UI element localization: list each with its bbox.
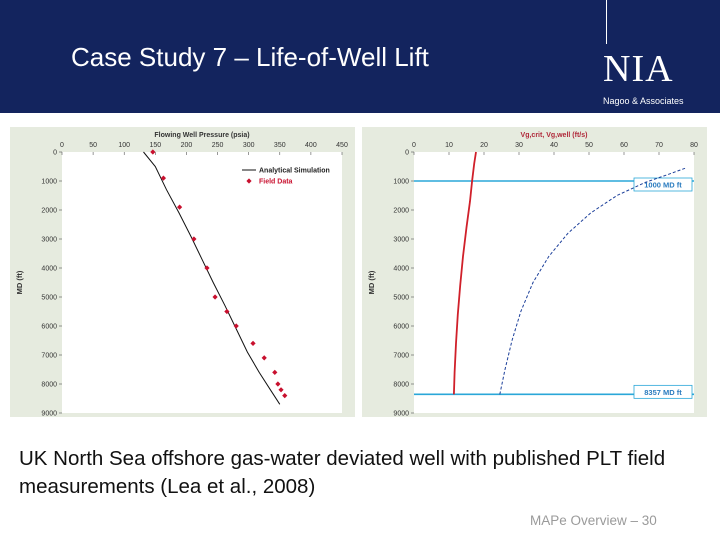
x-tick-label: 100 xyxy=(118,142,130,149)
y-tick-label: 4000 xyxy=(393,266,409,273)
logo-subtitle: Nagoo & Associates xyxy=(603,96,684,106)
y-tick-label: 4000 xyxy=(41,266,57,273)
y-tick-label: 5000 xyxy=(41,295,57,302)
pressure-chart-panel: Flowing Well Pressure (psia) 0 50 100 150 200… xyxy=(10,127,355,417)
field-data-point xyxy=(261,355,267,361)
field-data-point xyxy=(204,265,210,271)
y-tick-label: 0 xyxy=(405,150,409,157)
velocity-chart: Vg,crit, Vg,well (ft/s) 0 10 20 30 40 50 60 70 80… xyxy=(367,132,698,418)
field-data-point xyxy=(191,236,197,242)
plot-area xyxy=(62,152,342,413)
series-line-analytical-simulation xyxy=(143,151,281,405)
x-tick-label: 20 xyxy=(480,142,488,149)
pressure-chart: Flowing Well Pressure (psia) 0 50 100 150 200… xyxy=(15,132,348,418)
x-tick-label: 400 xyxy=(305,142,317,149)
x-tick-label: 450 xyxy=(336,142,348,149)
y-tick-label: 2000 xyxy=(41,208,57,215)
reference-label-box xyxy=(633,384,693,399)
chart-title: Vg,crit, Vg,well (ft/s) xyxy=(521,132,588,139)
field-data-point xyxy=(150,149,156,155)
y-tick-label: 9000 xyxy=(393,411,409,418)
x-tick-label: 0 xyxy=(412,142,416,149)
y-tick-label: 6000 xyxy=(393,324,409,331)
y-tick-label: 2000 xyxy=(393,208,409,215)
field-data-point xyxy=(224,308,230,315)
y-tick-label: 6000 xyxy=(41,324,57,331)
field-data-point xyxy=(212,294,218,300)
y-axis-label: MD (ft) xyxy=(15,270,24,294)
y-tick-label: 3000 xyxy=(393,237,409,244)
y-tick-label: 7000 xyxy=(41,353,57,360)
legend-entry: Analytical Simulation xyxy=(259,168,330,175)
x-tick-label: 200 xyxy=(181,142,193,149)
logo-divider xyxy=(606,0,607,44)
reference-line-label: 8357 MD ft xyxy=(644,388,682,397)
field-data-point xyxy=(275,381,281,387)
x-tick-label: 70 xyxy=(655,142,663,149)
x-tick-label: 30 xyxy=(515,142,523,149)
slide-footer: MAPe Overview – 30 xyxy=(530,513,657,528)
y-tick-label: 3000 xyxy=(41,237,57,244)
y-tick-label: 9000 xyxy=(41,411,57,418)
y-tick-label: 8000 xyxy=(393,382,409,389)
series-line-vg-well xyxy=(499,167,686,395)
nia-logo: NIA xyxy=(603,48,674,90)
x-tick-label: 50 xyxy=(585,142,593,149)
field-data-point xyxy=(278,387,284,393)
y-tick-label: 1000 xyxy=(393,179,409,186)
x-tick-label: 40 xyxy=(550,142,558,149)
x-tick-label: 10 xyxy=(445,142,453,149)
y-tick-label: 5000 xyxy=(393,295,409,302)
y-tick-label: 8000 xyxy=(41,382,57,389)
x-tick-label: 250 xyxy=(212,142,224,149)
x-tick-label: 80 xyxy=(690,142,698,149)
y-tick-label: 7000 xyxy=(393,353,409,360)
legend-entry: Field Data xyxy=(259,179,293,186)
field-data-point xyxy=(233,323,239,329)
slide-caption: UK North Sea offshore gas-water deviated… xyxy=(19,447,666,498)
x-tick-label: 60 xyxy=(620,142,628,149)
x-tick-label: 50 xyxy=(89,142,97,149)
legend-marker-swatch xyxy=(246,178,252,184)
field-data-point xyxy=(177,204,183,210)
y-axis-label: MD (ft) xyxy=(367,270,376,294)
series-line-vg-crit xyxy=(453,151,477,395)
reference-label-box xyxy=(633,177,693,192)
x-tick-label: 150 xyxy=(149,142,161,149)
reference-line-label: 1000 MD ft xyxy=(644,181,682,190)
x-tick-label: 0 xyxy=(60,142,64,149)
velocity-chart-panel: Vg,crit, Vg,well (ft/s) 0 10 20 30 40 50 60 70 80… xyxy=(362,127,707,417)
title-banner: Case Study 7 – Life-of-Well Lift NIA Nag… xyxy=(0,0,720,113)
slide-title: Case Study 7 – Life-of-Well Lift xyxy=(71,42,429,72)
field-data-point xyxy=(160,175,167,181)
field-data-point xyxy=(282,393,288,399)
y-tick-label: 0 xyxy=(53,150,57,157)
x-tick-label: 300 xyxy=(243,142,255,149)
chart-title: Flowing Well Pressure (psia) xyxy=(154,132,249,139)
x-tick-label: 350 xyxy=(274,142,286,149)
y-tick-label: 1000 xyxy=(41,179,57,186)
